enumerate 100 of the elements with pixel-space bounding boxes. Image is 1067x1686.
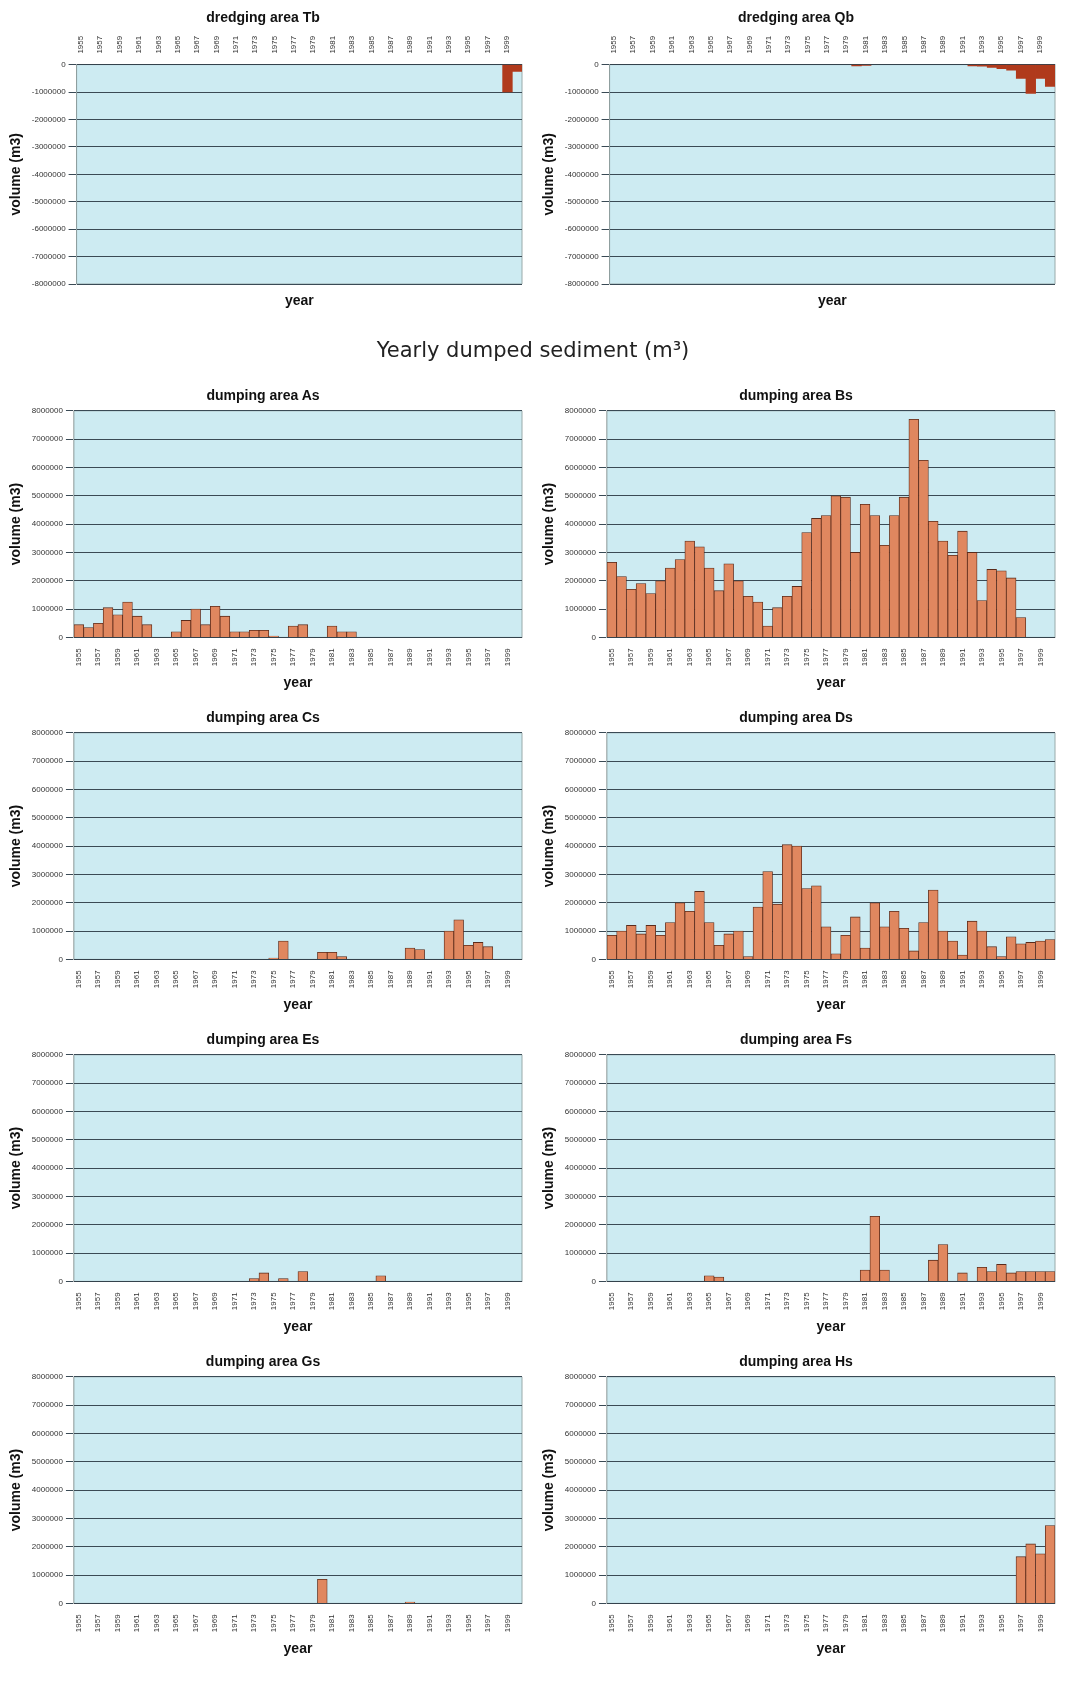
x-tick-label: 1989 bbox=[938, 969, 948, 989]
x-tick-label: 1963 bbox=[151, 969, 161, 989]
x-tick-label: 1967 bbox=[190, 647, 200, 667]
x-tick-label: 1973 bbox=[249, 969, 259, 989]
y-tick-label: 1000000 bbox=[31, 1248, 64, 1258]
x-tick-label: 1995 bbox=[996, 969, 1006, 989]
x-tick-label: 1999 bbox=[1035, 969, 1045, 989]
x-tick-label: 1975 bbox=[801, 647, 811, 667]
y-tick-label: 2000000 bbox=[564, 575, 597, 585]
x-axis-title: year bbox=[284, 291, 315, 308]
x-tick-label: 1965 bbox=[704, 1291, 714, 1311]
x-tick-label: 1985 bbox=[366, 647, 376, 667]
y-tick-label: 4000000 bbox=[564, 841, 597, 851]
y-tick-label: -1000000 bbox=[564, 87, 600, 97]
x-tick-label: 1963 bbox=[153, 35, 163, 54]
y-tick-label: 3000000 bbox=[564, 869, 597, 879]
x-tick-label: 1999 bbox=[502, 1613, 512, 1633]
y-tick-label: 8000000 bbox=[31, 1372, 64, 1381]
y-tick-label: 7000000 bbox=[31, 1078, 64, 1088]
x-tick-label: 1999 bbox=[1035, 35, 1045, 54]
x-tick-label: 1981 bbox=[327, 35, 337, 54]
x-tick-label: 1967 bbox=[192, 35, 202, 54]
x-tick-label: 1997 bbox=[483, 647, 493, 667]
y-tick-label: 6000000 bbox=[31, 1428, 64, 1438]
x-tick-label: 1955 bbox=[76, 35, 86, 54]
x-tick-label: 1985 bbox=[899, 1291, 909, 1311]
x-axis-title: year bbox=[283, 674, 313, 691]
x-tick-label: 1981 bbox=[327, 1613, 337, 1633]
x-tick-label: 1997 bbox=[482, 35, 492, 54]
y-tick-label: 5000000 bbox=[31, 1456, 64, 1466]
y-tick-label: 8000000 bbox=[564, 1050, 597, 1059]
x-tick-label: 1973 bbox=[782, 647, 792, 667]
y-tick-label: 1000000 bbox=[564, 1570, 597, 1580]
y-tick-label: 0 bbox=[591, 1276, 597, 1286]
y-tick-label: 0 bbox=[61, 59, 67, 69]
x-tick-label: 1979 bbox=[840, 969, 850, 989]
x-tick-label: 1995 bbox=[996, 1613, 1006, 1633]
x-tick-label: 1981 bbox=[860, 969, 870, 989]
x-tick-label: 1965 bbox=[704, 969, 714, 989]
y-tick-label: 2000000 bbox=[564, 1219, 597, 1229]
y-axis-title: volume (m3) bbox=[7, 804, 24, 888]
x-tick-label: 1985 bbox=[366, 1291, 376, 1311]
y-tick-label: 3000000 bbox=[31, 547, 64, 557]
x-tick-label: 1987 bbox=[918, 647, 928, 667]
x-tick-label: 1961 bbox=[132, 647, 142, 667]
x-tick-label: 1967 bbox=[723, 1291, 733, 1311]
y-tick-label: 8000000 bbox=[31, 728, 64, 737]
y-tick-label: -7000000 bbox=[564, 251, 600, 261]
y-axis-title: volume (m3) bbox=[540, 1448, 557, 1532]
x-tick-label: 1997 bbox=[483, 1613, 493, 1633]
x-tick-label: 1995 bbox=[463, 35, 473, 54]
x-tick-label: 1985 bbox=[899, 1613, 909, 1633]
x-tick-label: 1965 bbox=[705, 35, 715, 54]
x-tick-label: 1997 bbox=[1016, 647, 1026, 667]
x-tick-label: 1971 bbox=[229, 647, 239, 667]
x-tick-label: 1993 bbox=[977, 969, 987, 989]
chart-title: dumping area Gs bbox=[205, 1353, 321, 1370]
chart-title: dumping area Bs bbox=[739, 387, 853, 404]
x-tick-label: 1955 bbox=[607, 1613, 617, 1633]
y-tick-label: 8000000 bbox=[31, 406, 64, 415]
x-tick-label: 1963 bbox=[684, 647, 694, 667]
x-tick-label: 1965 bbox=[704, 647, 714, 667]
x-tick-label: 1957 bbox=[626, 1291, 636, 1311]
x-tick-label: 1967 bbox=[190, 969, 200, 989]
y-tick-label: 2000000 bbox=[31, 897, 64, 907]
x-tick-label: 1995 bbox=[463, 969, 473, 989]
x-tick-label: 1977 bbox=[821, 1291, 831, 1311]
x-tick-label: 1973 bbox=[783, 35, 793, 54]
x-tick-label: 1967 bbox=[723, 1613, 733, 1633]
x-tick-label: 1983 bbox=[346, 969, 356, 989]
x-tick-label: 1961 bbox=[665, 1613, 675, 1633]
x-tick-label: 1969 bbox=[743, 1291, 753, 1311]
x-tick-label: 1973 bbox=[782, 1613, 792, 1633]
x-tick-label: 1969 bbox=[210, 1613, 220, 1633]
x-tick-label: 1975 bbox=[268, 1613, 278, 1633]
x-tick-label: 1955 bbox=[74, 1613, 84, 1633]
y-tick-label: 5000000 bbox=[31, 490, 64, 500]
y-tick-label: 5000000 bbox=[564, 490, 597, 500]
x-tick-label: 1965 bbox=[171, 969, 181, 989]
x-tick-label: 1997 bbox=[1016, 1613, 1026, 1633]
x-tick-label: 1961 bbox=[132, 1613, 142, 1633]
x-tick-label: 1961 bbox=[134, 35, 144, 54]
x-tick-label: 1987 bbox=[385, 969, 395, 989]
x-tick-label: 1993 bbox=[977, 1291, 987, 1311]
y-tick-label: -1000000 bbox=[31, 87, 67, 97]
x-tick-label: 1975 bbox=[801, 1291, 811, 1311]
x-tick-label: 1983 bbox=[879, 969, 889, 989]
x-tick-label: 1979 bbox=[840, 1613, 850, 1633]
y-tick-label: 3000000 bbox=[564, 547, 597, 557]
y-tick-label: 3000000 bbox=[31, 869, 64, 879]
x-tick-label: 1985 bbox=[899, 969, 909, 989]
y-tick-label: 5000000 bbox=[564, 1134, 597, 1144]
x-tick-label: 1993 bbox=[444, 969, 454, 989]
x-tick-label: 1989 bbox=[405, 647, 415, 667]
x-tick-label: 1995 bbox=[996, 1291, 1006, 1311]
x-tick-label: 1971 bbox=[229, 1613, 239, 1633]
x-tick-label: 1965 bbox=[171, 1291, 181, 1311]
y-tick-label: 5000000 bbox=[564, 812, 597, 822]
x-tick-label: 1983 bbox=[880, 35, 890, 54]
x-tick-label: 1963 bbox=[684, 969, 694, 989]
